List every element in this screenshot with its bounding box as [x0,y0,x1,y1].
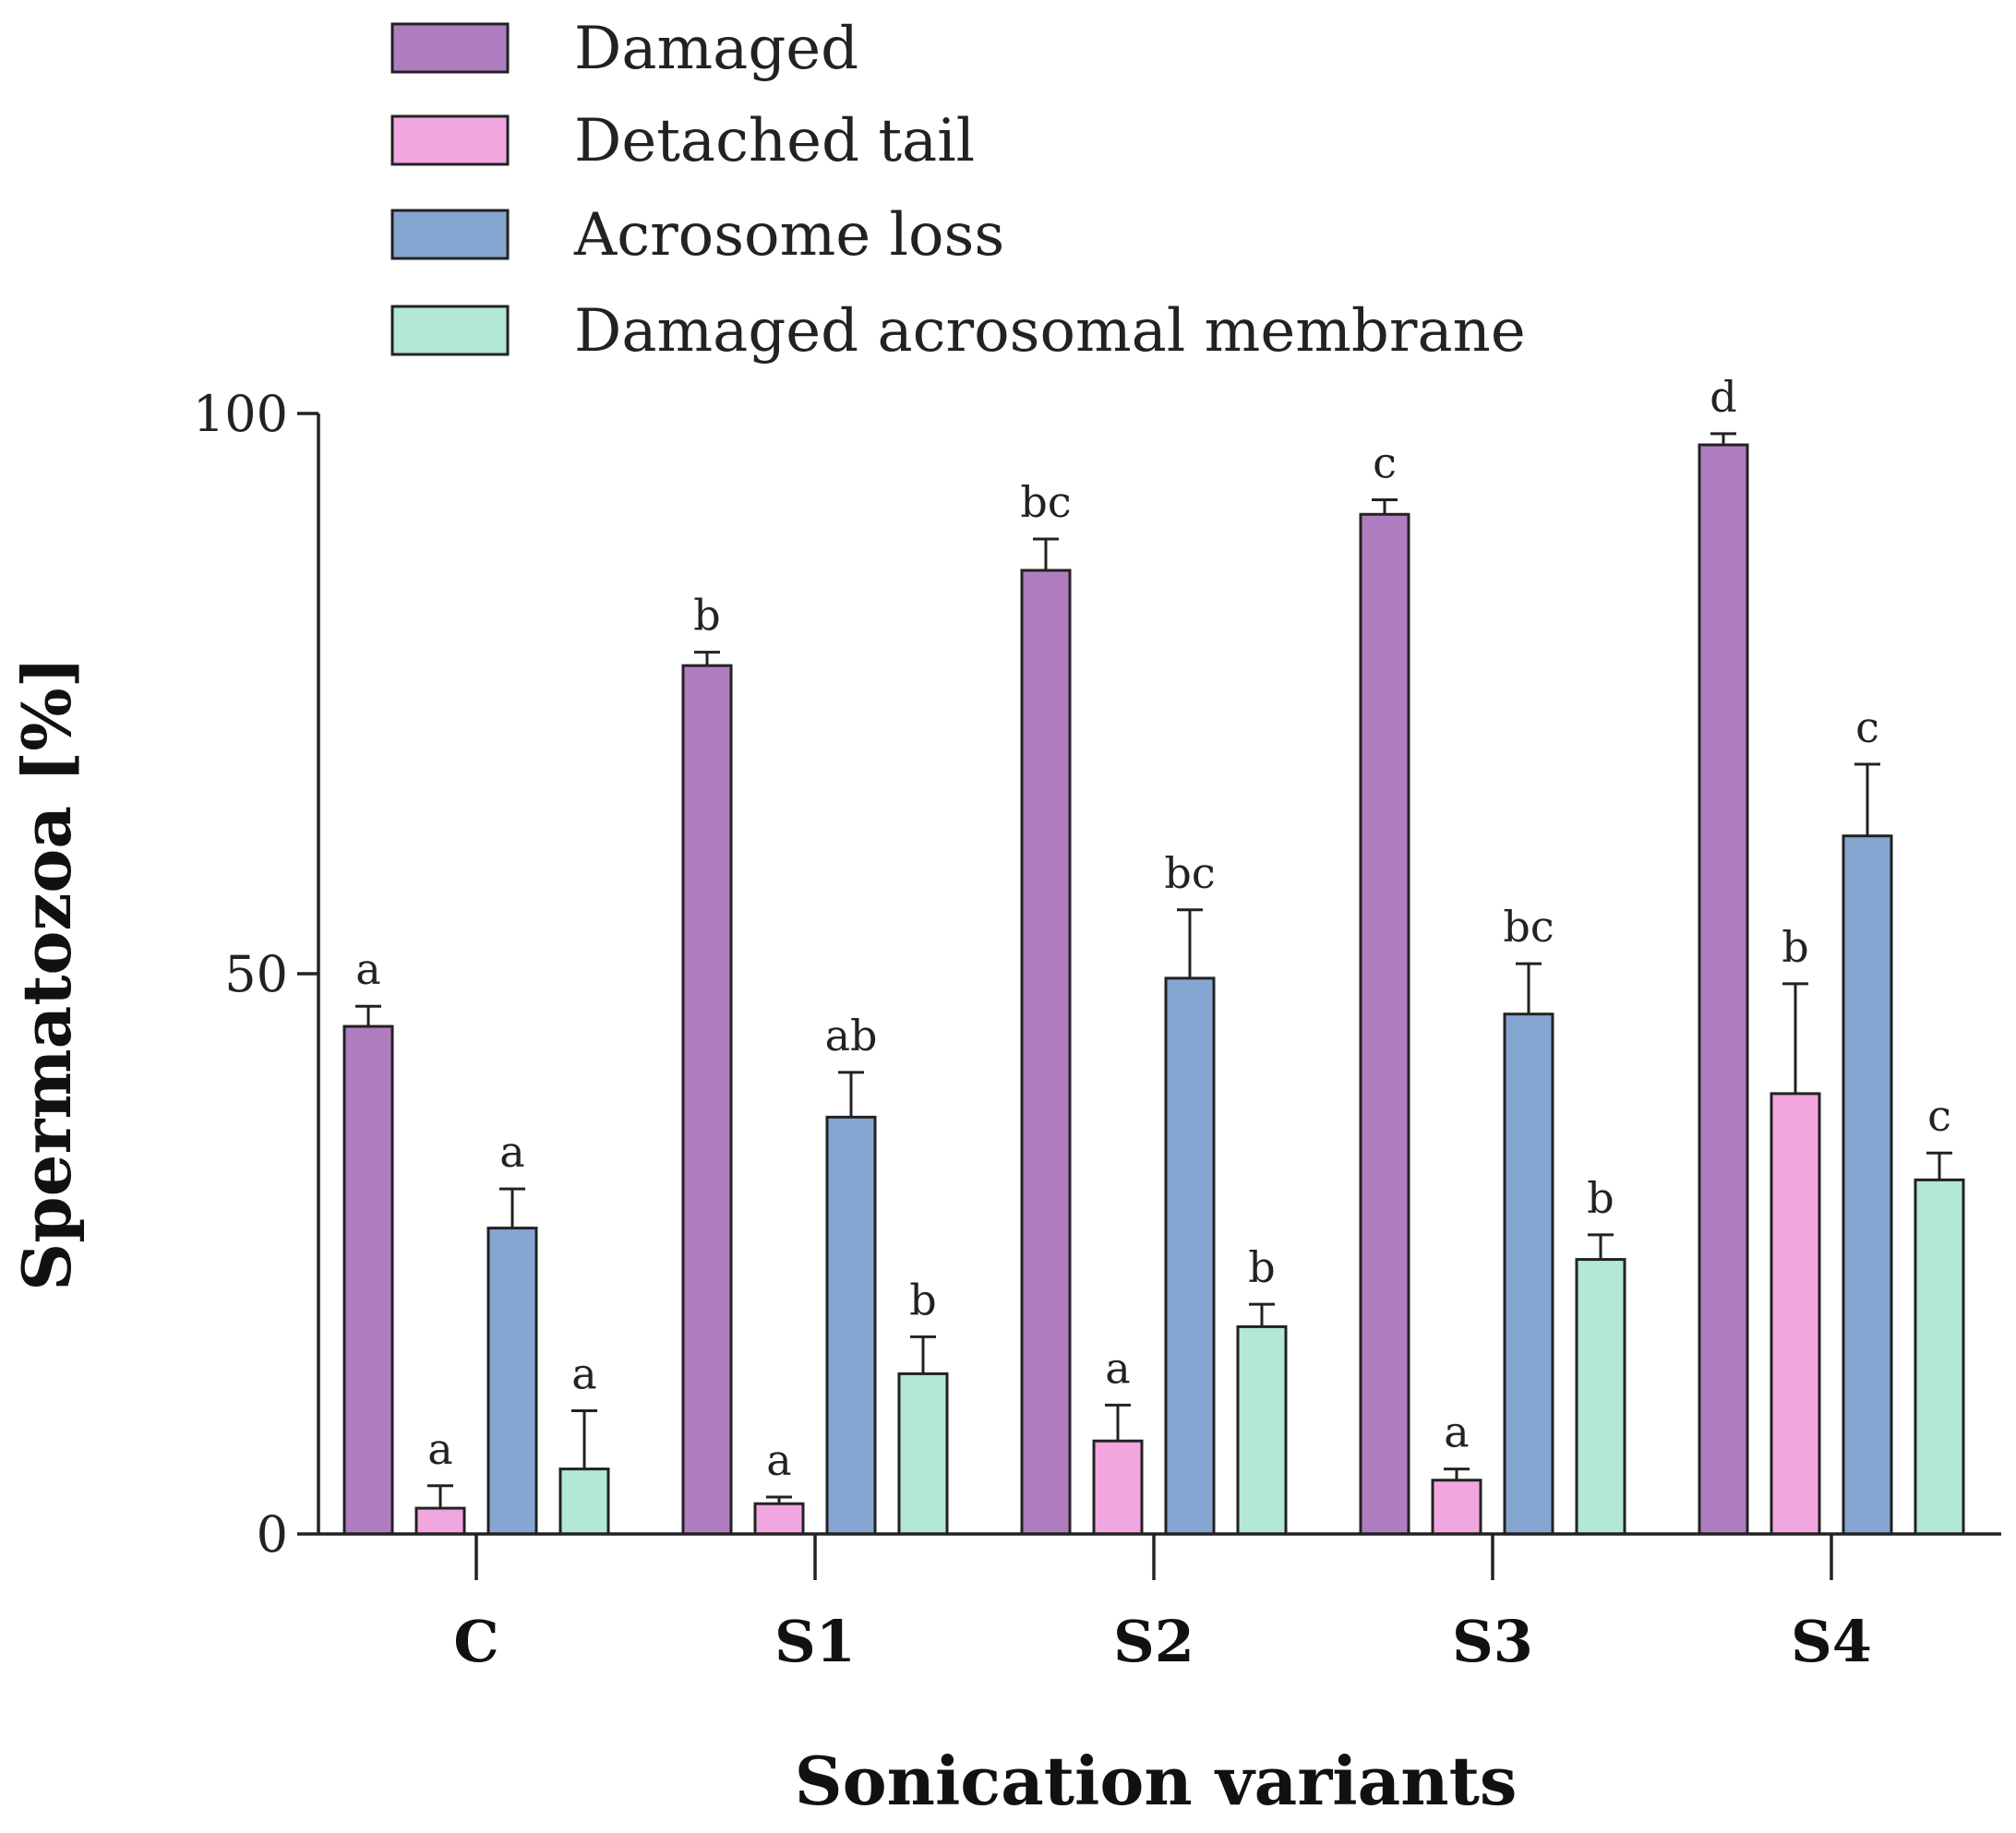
y-tick-label: 0 [257,1505,288,1563]
bar-group-detached-tail-s1: a [753,1435,805,1536]
y-axis-title: Spermatozoa [%] [7,656,86,1290]
x-category-label: S1 [774,1608,856,1675]
legend: Damaged Detached tail Acrosome loss Damaged… [390,15,1526,365]
legend-swatch [390,209,510,260]
legend-item-damaged-acrosomal-membrane: Damaged acrosomal membrane [390,297,1526,365]
x-category-label: S4 [1791,1608,1872,1675]
bar-group-damaged-c: a [342,944,394,1536]
x-categories: C S1 S2 S3 S4 [453,1534,1872,1675]
x-category-label: C [453,1608,498,1675]
bar-detached-tail-c [414,1506,466,1536]
bar-acrosome-loss-s3 [1503,1012,1554,1536]
bar-group-damaged-s1: b [681,591,733,1536]
y-ticks: 0 50 100 [193,385,318,1563]
bar-group-damaged-s3: c [1359,437,1410,1536]
bar-group-acrosome-loss-s1: ab [825,1011,878,1536]
legend-label: Acrosome loss [573,201,1004,270]
significance-label: bc [1020,477,1071,527]
bar-group-acrosome-loss-s4: c [1842,702,1893,1536]
y-tick-label: 100 [193,385,288,443]
bar-damaged-s4 [1698,443,1749,1536]
legend-item-detached-tail: Detached tail [390,107,975,175]
bar-detached-tail-s1 [753,1502,805,1536]
bar-acrosome-loss-s2 [1164,976,1216,1536]
bar-detached-tail-s2 [1092,1439,1144,1536]
bar-damaged-acrosomal-membrane-s4 [1914,1178,1965,1536]
bar-acrosome-loss-s1 [825,1115,877,1536]
legend-label: Damaged acrosomal membrane [574,297,1526,365]
significance-label: ab [825,1011,878,1060]
legend-label: Damaged [574,15,858,83]
significance-label: d [1710,372,1736,422]
bar-damaged-acrosomal-membrane-c [558,1468,610,1536]
significance-label: b [1248,1242,1275,1292]
bar-group-acrosome-loss-s2: bc [1164,848,1216,1536]
bar-detached-tail-s3 [1431,1479,1482,1536]
x-category-label: S3 [1452,1608,1533,1675]
bar-group-acrosome-loss-c: a [486,1127,538,1536]
bar-group-damaged-s4: d [1698,372,1749,1536]
bar-group-damaged-acrosomal-membrane-s4: c [1914,1091,1965,1536]
legend-swatch [390,22,510,74]
significance-label: b [1782,922,1808,972]
legend-label: Detached tail [574,107,975,175]
significance-label: a [1105,1343,1130,1393]
bar-damaged-s2 [1020,569,1072,1536]
significance-label: b [1587,1173,1614,1223]
y-tick-label: 50 [224,945,288,1003]
significance-label: bc [1164,848,1215,898]
bar-group-damaged-acrosomal-membrane-c: a [558,1348,610,1536]
legend-item-damaged: Damaged [390,15,858,83]
bar-damaged-s1 [681,664,733,1536]
bar-group-detached-tail-s3: a [1431,1408,1482,1536]
significance-label: bc [1503,902,1554,952]
significance-label: a [499,1127,524,1177]
significance-label: b [909,1275,936,1324]
bar-damaged-acrosomal-membrane-s3 [1575,1258,1626,1536]
bar-group-damaged-s2: bc [1020,477,1072,1536]
bar-acrosome-loss-c [486,1227,538,1536]
significance-label: a [571,1348,596,1398]
bar-group-acrosome-loss-s3: bc [1503,902,1554,1536]
significance-label: a [766,1435,791,1485]
legend-swatch [390,305,510,356]
x-category-label: S2 [1113,1608,1194,1675]
significance-label: a [355,944,380,994]
bar-group-damaged-acrosomal-membrane-s3: b [1575,1173,1626,1536]
bar-group-detached-tail-s2: a [1092,1343,1144,1536]
bar-group-damaged-acrosomal-membrane-s2: b [1236,1242,1288,1536]
bar-damaged-acrosomal-membrane-s1 [897,1372,949,1536]
significance-label: a [427,1424,452,1474]
significance-label: c [1927,1091,1951,1141]
legend-item-acrosome-loss: Acrosome loss [390,201,1004,270]
legend-swatch [390,114,510,166]
bar-acrosome-loss-s4 [1842,834,1893,1536]
bar-damaged-c [342,1024,394,1536]
bar-detached-tail-s4 [1770,1092,1821,1536]
bar-damaged-s3 [1359,512,1410,1536]
significance-label: a [1444,1408,1469,1457]
bar-damaged-acrosomal-membrane-s2 [1236,1324,1288,1536]
significance-label: b [693,591,720,641]
bar-group-damaged-acrosomal-membrane-s1: b [897,1275,949,1536]
bar-group-detached-tail-c: a [414,1424,466,1536]
bar-group-detached-tail-s4: b [1770,922,1821,1536]
significance-label: c [1855,702,1879,752]
significance-label: c [1373,437,1397,487]
x-axis-title: Sonication variants [795,1742,1518,1820]
